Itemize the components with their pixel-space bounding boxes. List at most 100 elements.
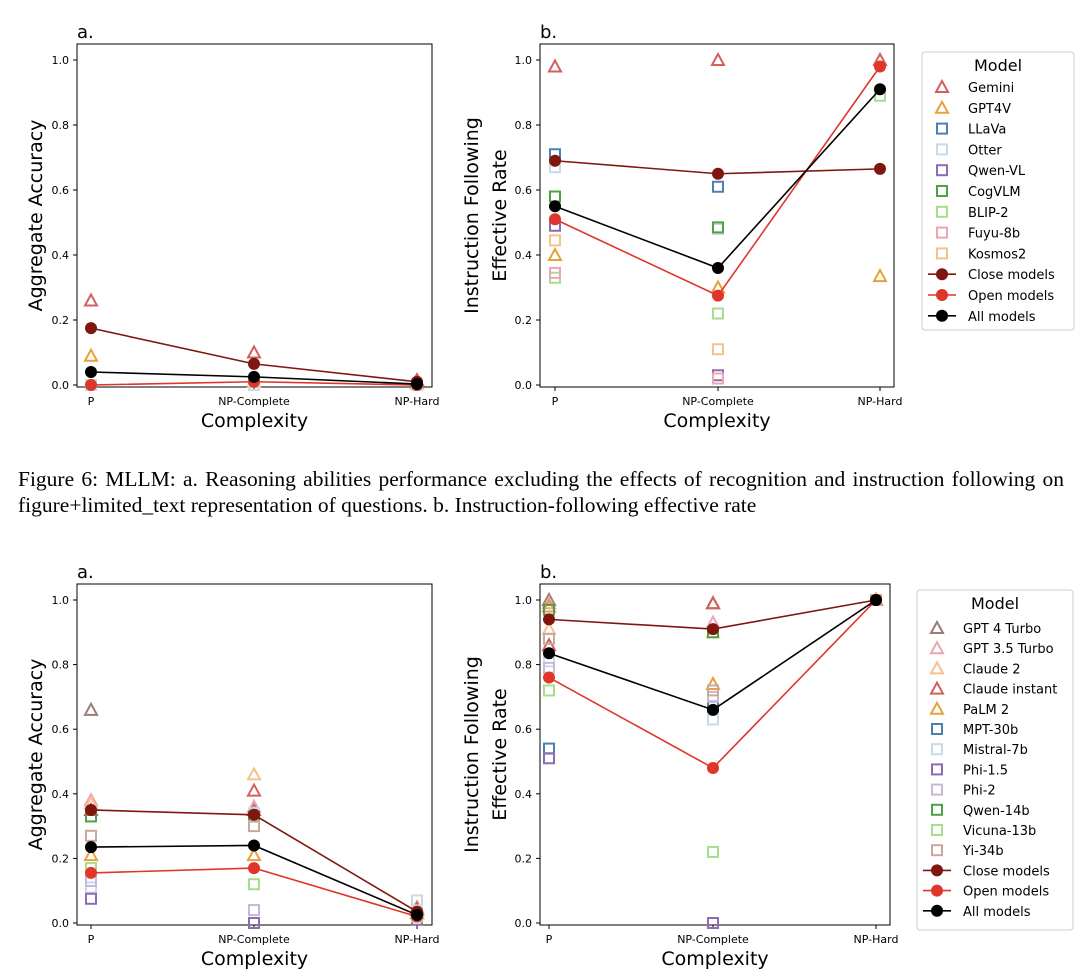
marker-mpt-30b (543, 742, 555, 755)
point-all-models (712, 262, 724, 274)
marker-gemini (246, 344, 262, 359)
marker-yi-34b (248, 820, 260, 833)
y-tick-label: 0.0 (515, 379, 533, 392)
y-tick-label: 0.8 (515, 659, 533, 672)
legend-marker (936, 226, 948, 239)
chart-c4: 0.0 0.2 0.4 0.6 0.8 1.0 P NP-Complete NP-Hard b. C… (461, 562, 1074, 970)
x-tick-label: NP-Hard (395, 395, 440, 408)
legend-dot (936, 268, 948, 281)
marker-blip-2 (712, 307, 724, 320)
legend-label: All models (968, 310, 1036, 325)
point-open-models (85, 866, 97, 879)
legend-label: GPT4V (968, 102, 1011, 117)
plot-frame (539, 583, 891, 926)
legend-label: All models (963, 905, 1031, 920)
y-tick-label: 0.6 (52, 184, 70, 197)
marker-yi-34b (85, 829, 97, 842)
marker-phi-2 (248, 904, 260, 917)
marker-phi-2 (543, 661, 555, 674)
legend-marker (931, 723, 943, 735)
y-tick-label: 0.0 (515, 917, 533, 930)
point-all-models (870, 594, 882, 606)
legend-dot (931, 884, 943, 897)
y-tick-label: 1.0 (515, 594, 533, 607)
marker-phi-1-5 (543, 752, 555, 765)
x-tick-label: NP-Hard (854, 933, 899, 946)
marker-palm-2 (246, 847, 262, 862)
chart-c3: 0.0 0.2 0.4 0.6 0.8 1.0 P NP-Complete NP-Hard a. C… (25, 562, 439, 970)
panel-label: b. (540, 562, 557, 583)
y-tick-label: 1.0 (52, 54, 70, 67)
legend-marker (931, 803, 943, 816)
series-line-open-models (90, 867, 418, 918)
x-tick-label: NP-Hard (395, 933, 440, 946)
legend-label: Otter (968, 143, 1002, 158)
marker-claude-instant (246, 782, 262, 797)
marker-gpt4v (547, 246, 563, 261)
legend-marker (929, 619, 945, 634)
legend-label: Open models (968, 289, 1054, 304)
y-tick-label: 0.4 (515, 249, 533, 262)
legend-dot (931, 904, 943, 917)
legend-frame (916, 589, 1074, 931)
marker-gpt-3-5-turbo (541, 595, 557, 610)
y-tick-label: 0.2 (52, 852, 70, 865)
point-open-models (248, 862, 260, 875)
point-all-models (248, 839, 260, 852)
marker-gemini (710, 51, 726, 66)
y-tick-label: 0.6 (515, 184, 533, 197)
legend-label: Close models (963, 864, 1050, 879)
marker-gemini (83, 292, 99, 307)
marker-gemini (547, 58, 563, 73)
marker-llava (712, 180, 724, 193)
x-tick-label: NP-Hard (858, 395, 903, 408)
legend-label: Vicuna-13b (963, 824, 1036, 839)
legend-label: GPT 3.5 Turbo (963, 642, 1054, 657)
y-axis-title-line2: Effective Rate (489, 149, 511, 282)
marker-fuyu-8b (549, 266, 561, 279)
legend-label: Qwen-VL (968, 164, 1026, 179)
marker-phi-1-5 (707, 917, 719, 929)
legend: Model GPT 4 Turbo GPT 3.5 Turbo Claude 2 Cla… (916, 589, 1074, 931)
legend-marker (936, 247, 948, 260)
marker-gpt-4-turbo (83, 701, 99, 716)
marker-vicuna-13b (707, 845, 719, 858)
marker-mistral-7b (707, 713, 719, 726)
y-tick-label: 0.2 (515, 314, 533, 327)
point-close-models (248, 357, 260, 370)
marker-phi-1-5 (85, 892, 97, 905)
x-tick-label: NP-Complete (218, 395, 290, 408)
marker-palm-2 (705, 675, 721, 690)
y-tick-label: 0.8 (52, 659, 70, 672)
legend-label: LLaVa (968, 123, 1006, 138)
point-close-models (543, 613, 555, 626)
y-tick-label: 1.0 (515, 54, 533, 67)
legend-marker (929, 680, 945, 695)
x-axis-title: Complexity (661, 948, 768, 970)
y-tick-label: 1.0 (52, 594, 70, 607)
legend-label: Yi-34b (962, 844, 1004, 859)
point-open-models (712, 289, 724, 302)
x-tick-label: P (88, 395, 95, 408)
marker-cogvlm (712, 221, 724, 234)
legend-label: Claude instant (963, 683, 1057, 698)
legend-marker (929, 640, 945, 655)
legend-label: PaLM 2 (963, 703, 1009, 718)
point-close-models (85, 803, 97, 816)
x-axis-title: Complexity (201, 948, 308, 970)
x-tick-label: NP-Complete (682, 395, 754, 408)
marker-kosmos2 (549, 234, 561, 247)
legend-title: Model (971, 594, 1019, 613)
x-tick-label: P (552, 395, 559, 408)
marker-mistral-7b (411, 894, 423, 907)
point-open-models (85, 379, 97, 391)
marker-yi-34b (707, 684, 719, 697)
x-tick-label: NP-Complete (677, 933, 749, 946)
legend-label: Kosmos2 (968, 247, 1026, 262)
x-tick-label: P (88, 933, 95, 946)
marker-cogvlm (549, 190, 561, 203)
x-tick-label: NP-Complete (218, 933, 290, 946)
point-all-models (411, 908, 423, 921)
chart-c2: 0.0 0.2 0.4 0.6 0.8 1.0 P NP-Complete NP-Hard b. C… (461, 22, 1075, 432)
